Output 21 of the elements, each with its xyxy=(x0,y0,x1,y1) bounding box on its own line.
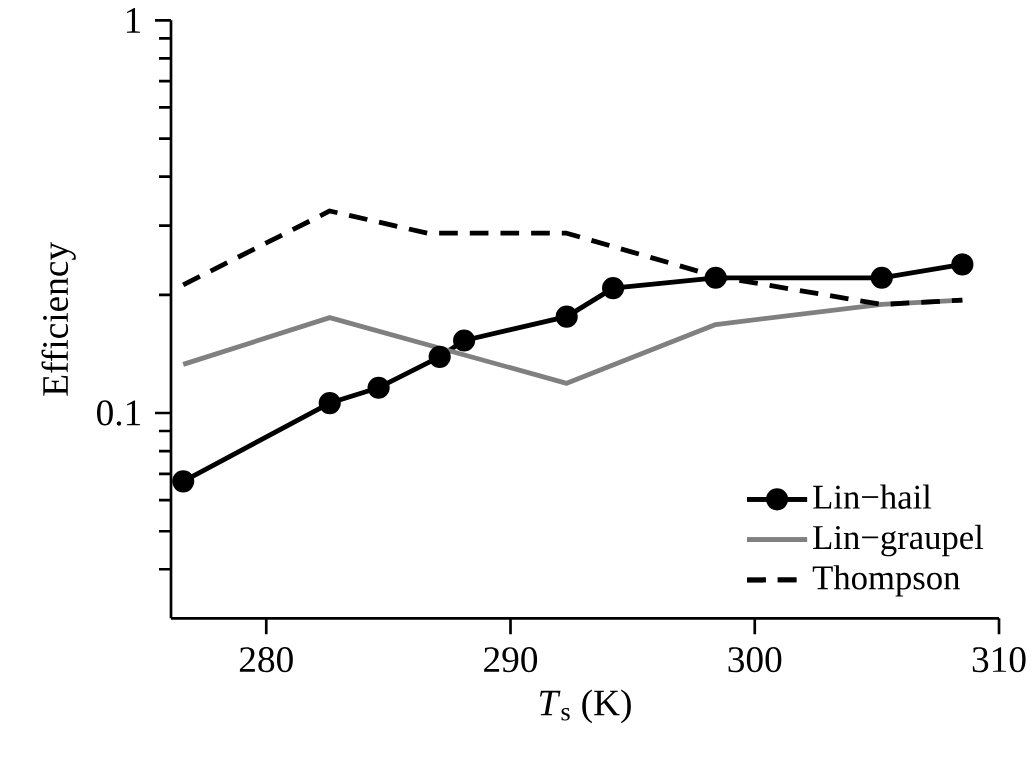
point xyxy=(318,391,341,414)
legend-label: Lin−hail xyxy=(813,484,932,509)
point xyxy=(870,266,893,289)
point xyxy=(602,276,625,300)
y-axis-title: Efficiency xyxy=(41,241,76,396)
point xyxy=(453,329,476,352)
legend-label: Thompson xyxy=(812,564,960,597)
point xyxy=(172,470,195,493)
point xyxy=(428,345,451,368)
x-tick-label: 300 xyxy=(728,646,782,673)
x-axis-title: T$_{s}$ (K) xyxy=(539,689,631,724)
y-tick-label: 0.1 xyxy=(97,400,141,426)
point xyxy=(951,253,974,276)
point xyxy=(555,305,578,328)
point xyxy=(704,266,727,289)
x-tick-label: 310 xyxy=(972,646,1026,673)
x-tick-label: 290 xyxy=(484,646,538,673)
legend-label: Lin−graupel xyxy=(813,524,984,557)
point xyxy=(367,376,390,399)
y-tick-label: 1 xyxy=(126,7,141,33)
x-tick-label: 280 xyxy=(239,646,293,673)
